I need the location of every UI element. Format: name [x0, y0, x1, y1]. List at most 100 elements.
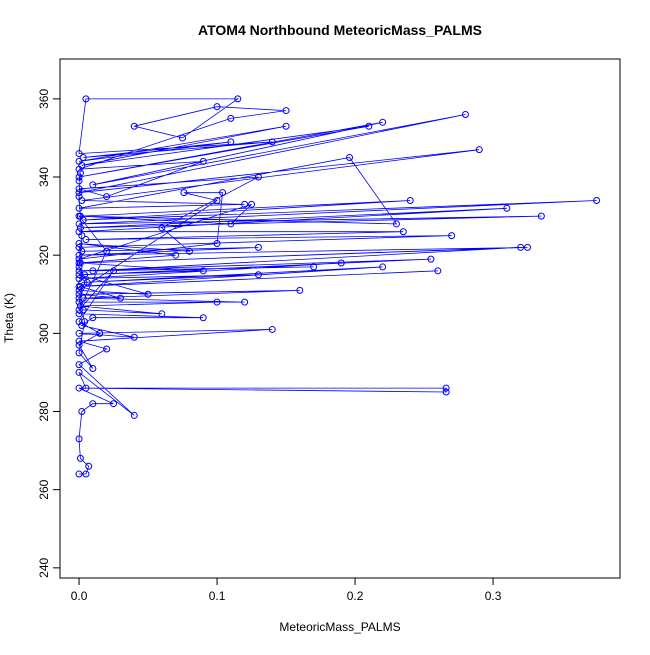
data-point: [248, 200, 256, 208]
data-point: [379, 118, 387, 126]
data-point: [213, 103, 221, 111]
data-point: [213, 298, 221, 306]
x-axis-title: MeteoricMass_PALMS: [279, 620, 400, 634]
data-point: [130, 411, 138, 419]
data-point: [89, 400, 97, 408]
data-point: [75, 189, 83, 197]
data-point: [75, 329, 83, 337]
plot-frame: [59, 58, 621, 579]
data-point: [75, 204, 83, 212]
data-point: [78, 408, 86, 416]
data-point: [379, 263, 387, 271]
data-point: [103, 193, 111, 201]
x-tick-label: 0.3: [485, 589, 502, 603]
data-point: [254, 243, 262, 251]
data-point: [75, 337, 83, 345]
data-point: [89, 365, 97, 373]
data-point: [82, 470, 90, 478]
data-point: [75, 470, 83, 478]
data-point: [185, 247, 193, 255]
data-point: [89, 267, 97, 275]
data-point: [130, 333, 138, 341]
data-point: [75, 290, 83, 298]
data-point: [268, 325, 276, 333]
data-point: [254, 271, 262, 279]
data-point: [103, 345, 111, 353]
series-line: [77, 98, 597, 475]
data-point: [227, 220, 235, 228]
data-point: [116, 294, 124, 302]
data-point: [96, 329, 104, 337]
data-point: [158, 224, 166, 232]
x-tick-label: 0.0: [71, 589, 88, 603]
data-point: [254, 173, 262, 181]
data-point: [75, 263, 83, 271]
data-point: [75, 255, 83, 263]
data-point: [199, 157, 207, 165]
data-point: [282, 122, 290, 130]
data-point: [75, 275, 83, 283]
data-point: [75, 165, 83, 173]
data-point: [234, 95, 242, 103]
data-point: [346, 153, 354, 161]
data-point: [110, 400, 118, 408]
data-point: [158, 310, 166, 318]
data-point: [76, 302, 84, 310]
x-tick-label: 0.2: [347, 589, 364, 603]
data-point: [241, 200, 249, 208]
data-point: [75, 177, 83, 185]
data-point: [75, 368, 83, 376]
data-point: [75, 267, 83, 275]
data-point: [75, 193, 83, 201]
data-point: [75, 243, 83, 251]
data-point: [296, 286, 304, 294]
data-point: [199, 314, 207, 322]
data-point: [537, 212, 545, 220]
data-point: [89, 314, 97, 322]
data-point: [399, 228, 407, 236]
data-point: [83, 279, 91, 287]
data-point: [593, 196, 601, 204]
data-point: [75, 239, 83, 247]
data-point: [213, 196, 221, 204]
chart-title: ATOM4 Northbound MeteoricMass_PALMS: [198, 22, 482, 38]
data-point: [82, 384, 90, 392]
data-point: [79, 294, 87, 302]
data-point: [144, 290, 152, 298]
data-point: [75, 212, 83, 220]
data-point: [76, 169, 84, 177]
data-point: [524, 243, 532, 251]
data-point: [75, 298, 83, 306]
data-point: [475, 146, 483, 154]
data-point: [103, 247, 111, 255]
y-tick-label: 260: [37, 479, 51, 499]
data-point: [110, 267, 118, 275]
data-point: [75, 150, 83, 158]
data-point: [172, 251, 180, 259]
data-point: [282, 107, 290, 115]
data-point: [442, 388, 450, 396]
data-point: [75, 271, 83, 279]
data-point: [75, 435, 83, 443]
data-point: [427, 255, 435, 263]
data-point: [75, 341, 83, 349]
data-point: [227, 114, 235, 122]
data-point: [75, 259, 83, 267]
data-point: [75, 306, 83, 314]
data-point: [75, 220, 83, 228]
y-tick-label: 280: [37, 401, 51, 421]
data-point: [89, 181, 97, 189]
data-point: [75, 157, 83, 165]
y-tick-label: 340: [37, 167, 51, 187]
data-point: [213, 239, 221, 247]
data-point: [81, 318, 89, 326]
data-point: [75, 349, 83, 357]
data-point: [310, 263, 318, 271]
data-point: [78, 232, 86, 240]
data-point: [75, 173, 83, 181]
y-axis-title: Theta (K): [2, 293, 16, 343]
y-tick-label: 320: [37, 245, 51, 265]
data-point: [199, 267, 207, 275]
data-point: [75, 294, 83, 302]
data-point: [503, 204, 511, 212]
